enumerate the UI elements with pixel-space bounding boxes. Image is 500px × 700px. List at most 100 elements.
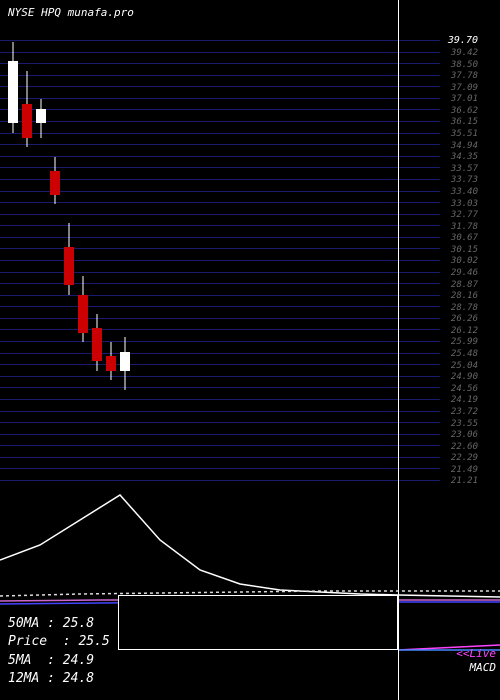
gridline — [0, 52, 440, 53]
y-tick-label: 28.87 — [451, 280, 478, 290]
gridline — [0, 167, 440, 168]
price-area — [0, 40, 440, 480]
chart-container: NYSE HPQ munafa.pro 39.70 39.4238.5037.7… — [0, 0, 500, 700]
ma50-value: 25.8 — [63, 616, 94, 631]
gridline — [0, 214, 440, 215]
y-tick-label: 37.01 — [451, 94, 478, 104]
ma50-label: 50MA : — [8, 616, 63, 631]
candle-body — [36, 109, 46, 123]
ma50-row: 50MA : 25.8 — [8, 615, 110, 633]
y-tick-label: 28.16 — [451, 291, 478, 301]
y-tick-label: 21.49 — [451, 465, 478, 475]
y-tick-label: 36.15 — [451, 117, 478, 127]
y-tick-label: 30.15 — [451, 245, 478, 255]
y-tick-label: 21.21 — [451, 476, 478, 486]
candle-body — [22, 104, 32, 137]
y-tick-label: 26.12 — [451, 326, 478, 336]
gridline — [0, 75, 440, 76]
y-tick-label: 24.56 — [451, 384, 478, 394]
y-tick-label: 37.78 — [451, 71, 478, 81]
y-tick-label: 29.46 — [451, 268, 478, 278]
y-tick-label: 34.35 — [451, 152, 478, 162]
ma12-value: 24.8 — [63, 671, 94, 686]
y-tick-label: 22.60 — [451, 442, 478, 452]
gridline — [0, 40, 440, 41]
y-tick-label: 26.26 — [451, 314, 478, 324]
price-value: 25.5 — [78, 634, 109, 649]
candle-body — [50, 171, 60, 195]
gridline — [0, 353, 440, 354]
candle-body — [64, 247, 74, 285]
y-tick-label: 33.73 — [451, 175, 478, 185]
y-tick-label: 24.90 — [451, 372, 478, 382]
gridline — [0, 457, 440, 458]
gridline — [0, 109, 440, 110]
gridline — [0, 387, 440, 388]
macd-label: MACD — [470, 661, 497, 674]
ma5-value: 24.9 — [63, 653, 94, 668]
gridline — [0, 364, 440, 365]
gridline — [0, 468, 440, 469]
y-tick-label: 22.29 — [451, 453, 478, 463]
gridline — [0, 422, 440, 423]
gridline — [0, 411, 440, 412]
gridline — [0, 434, 440, 435]
gridline — [0, 318, 440, 319]
gridline — [0, 445, 440, 446]
y-tick-label: 24.19 — [451, 395, 478, 405]
y-tick-label: 23.55 — [451, 419, 478, 429]
y-tick-label: 25.48 — [451, 349, 478, 359]
gridline — [0, 86, 440, 87]
macd-box — [118, 595, 398, 650]
gridline — [0, 225, 440, 226]
ma5-row: 5MA : 24.9 — [8, 652, 110, 670]
y-tick-label: 25.04 — [451, 361, 478, 371]
gridline — [0, 376, 440, 377]
cursor-vertical-line — [398, 0, 399, 700]
gridline — [0, 341, 440, 342]
y-tick-label: 33.57 — [451, 164, 478, 174]
y-tick-label: 23.06 — [451, 430, 478, 440]
gridline — [0, 133, 440, 134]
y-tick-label: 38.50 — [451, 60, 478, 70]
gridline — [0, 202, 440, 203]
gridline — [0, 156, 440, 157]
y-tick-label: 30.67 — [451, 233, 478, 243]
y-tick-label: 33.40 — [451, 187, 478, 197]
price-row: Price : 25.5 — [8, 633, 110, 651]
candle-body — [106, 356, 116, 370]
live-label: <<Live — [456, 647, 496, 660]
candle-body — [92, 328, 102, 361]
gridline — [0, 144, 440, 145]
gridline — [0, 121, 440, 122]
ma12-label: 12MA : — [8, 671, 63, 686]
gridline — [0, 179, 440, 180]
y-tick-label: 34.94 — [451, 141, 478, 151]
candle-body — [8, 61, 18, 123]
ma5-label: 5MA : — [8, 653, 63, 668]
y-tick-label: 25.99 — [451, 337, 478, 347]
y-tick-label: 35.51 — [451, 129, 478, 139]
gridline — [0, 306, 440, 307]
gridline — [0, 191, 440, 192]
y-max-label: 39.70 — [448, 35, 478, 46]
y-tick-label: 36.62 — [451, 106, 478, 116]
gridline — [0, 480, 440, 481]
gridline — [0, 63, 440, 64]
y-tick-label: 23.72 — [451, 407, 478, 417]
info-box: 50MA : 25.8 Price : 25.5 5MA : 24.9 12MA… — [8, 615, 110, 688]
gridline — [0, 295, 440, 296]
indicator-line — [0, 495, 500, 597]
candle-body — [120, 352, 130, 371]
y-tick-label: 30.02 — [451, 256, 478, 266]
price-label: Price : — [8, 634, 78, 649]
y-tick-label: 32.77 — [451, 210, 478, 220]
y-tick-label: 31.78 — [451, 222, 478, 232]
gridline — [0, 237, 440, 238]
candle-body — [78, 295, 88, 333]
ma12-row: 12MA : 24.8 — [8, 670, 110, 688]
chart-title: NYSE HPQ munafa.pro — [8, 6, 134, 19]
y-tick-label: 28.78 — [451, 303, 478, 313]
y-tick-label: 37.09 — [451, 83, 478, 93]
gridline — [0, 98, 440, 99]
